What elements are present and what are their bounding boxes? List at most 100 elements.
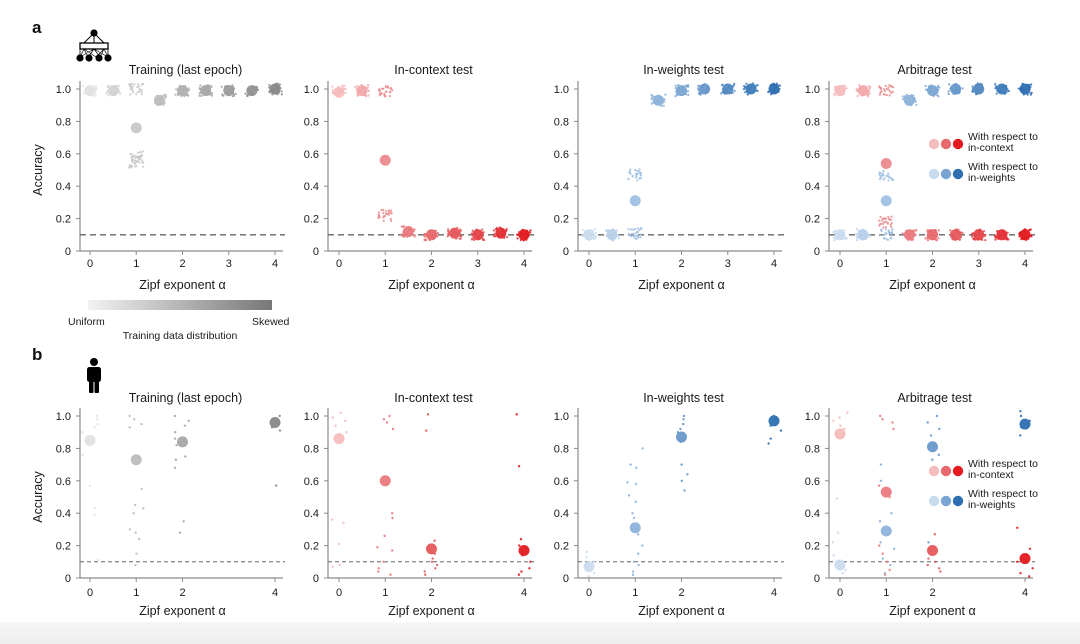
data-point	[742, 87, 745, 91]
data-point	[385, 421, 389, 424]
data-point	[638, 177, 641, 180]
data-point	[117, 84, 120, 88]
panel-a-in-weights: In-weights test 0 0.2 0.4 0.6 0.8 1.0 0 1 2 3 4 Zipf…	[554, 63, 784, 292]
data-point	[867, 95, 870, 98]
data-point	[136, 85, 139, 89]
mean-marker	[333, 86, 345, 98]
mean-marker	[84, 85, 96, 97]
data-point	[838, 416, 841, 419]
x-tick-label: 0	[837, 258, 843, 270]
data-point	[385, 212, 388, 215]
y-tick-label: 1.0	[805, 84, 820, 96]
y-tick-label: 0.4	[554, 508, 569, 520]
data-point	[339, 411, 342, 414]
mean-marker	[880, 195, 892, 207]
data-point	[129, 152, 132, 156]
data-point	[901, 95, 904, 98]
data-point	[343, 84, 346, 87]
data-point	[882, 169, 885, 172]
data-point	[367, 89, 370, 92]
y-tick-label: 0.4	[56, 508, 71, 520]
mean-marker	[857, 229, 869, 241]
mean-marker	[84, 434, 96, 446]
data-point	[887, 88, 890, 91]
data-point	[631, 232, 634, 235]
data-point	[402, 225, 405, 228]
data-point	[519, 537, 523, 541]
data-point	[680, 479, 683, 482]
data-point	[881, 174, 885, 177]
data-point	[391, 516, 394, 520]
mean-marker	[950, 83, 962, 95]
data-point	[887, 175, 890, 178]
data-point	[128, 426, 131, 429]
data-point	[268, 84, 271, 87]
data-point	[377, 211, 381, 214]
data-point	[377, 570, 380, 573]
data-point	[660, 104, 663, 108]
data-point	[733, 83, 736, 86]
data-point	[631, 573, 635, 576]
data-point	[96, 418, 99, 421]
data-point	[924, 237, 927, 240]
x-tick-label: 1	[133, 258, 139, 270]
data-point	[1028, 547, 1032, 551]
data-point	[884, 84, 887, 88]
mean-marker	[606, 229, 618, 241]
data-point	[651, 94, 654, 98]
y-tick-label: 0.8	[554, 443, 569, 455]
data-point	[936, 84, 940, 87]
data-point	[889, 563, 892, 567]
data-point	[868, 234, 871, 237]
data-point	[755, 89, 759, 92]
data-point	[927, 557, 930, 560]
data-point	[389, 209, 393, 212]
data-point	[423, 235, 426, 238]
data-point	[697, 89, 700, 92]
data-point	[878, 224, 881, 227]
x-tick-label: 4	[1022, 587, 1028, 599]
data-point	[884, 225, 888, 229]
data-point	[1019, 409, 1022, 413]
data-point	[882, 178, 885, 181]
data-point	[585, 555, 588, 559]
legend-label-in-context: With respect to	[968, 458, 1038, 470]
data-point	[471, 229, 474, 232]
data-point	[883, 177, 886, 180]
page-bottom-band	[0, 622, 1080, 644]
panel-a-training: Training (last epoch) 0 0.2 0.4 0.6 0.8 1.0 0 1 2…	[31, 63, 285, 292]
data-point	[890, 234, 893, 237]
data-point	[520, 570, 523, 573]
x-axis-label: Zipf exponent α	[889, 604, 975, 618]
data-point	[423, 570, 426, 573]
data-point	[632, 228, 635, 231]
data-point	[187, 419, 190, 423]
data-point	[199, 84, 202, 87]
data-point	[630, 228, 633, 231]
data-point	[926, 229, 929, 232]
data-point	[641, 447, 644, 450]
data-point	[139, 151, 142, 154]
mean-marker	[973, 83, 985, 95]
data-point	[278, 429, 282, 432]
y-tick-label: 0	[65, 573, 71, 585]
data-point	[844, 236, 847, 240]
data-point	[494, 235, 497, 238]
data-point	[182, 520, 185, 523]
data-point	[638, 168, 641, 171]
data-point	[937, 237, 940, 240]
data-point	[879, 176, 882, 180]
data-point	[367, 83, 370, 87]
data-point	[517, 465, 521, 468]
data-point	[935, 414, 939, 418]
data-point	[137, 90, 140, 94]
data-point	[890, 221, 893, 225]
data-point	[388, 210, 391, 213]
mean-marker	[518, 544, 530, 556]
data-point	[856, 228, 859, 231]
data-point	[134, 563, 137, 567]
data-point	[878, 234, 881, 237]
data-point	[886, 221, 889, 224]
data-point	[887, 172, 890, 175]
data-point	[581, 233, 584, 236]
